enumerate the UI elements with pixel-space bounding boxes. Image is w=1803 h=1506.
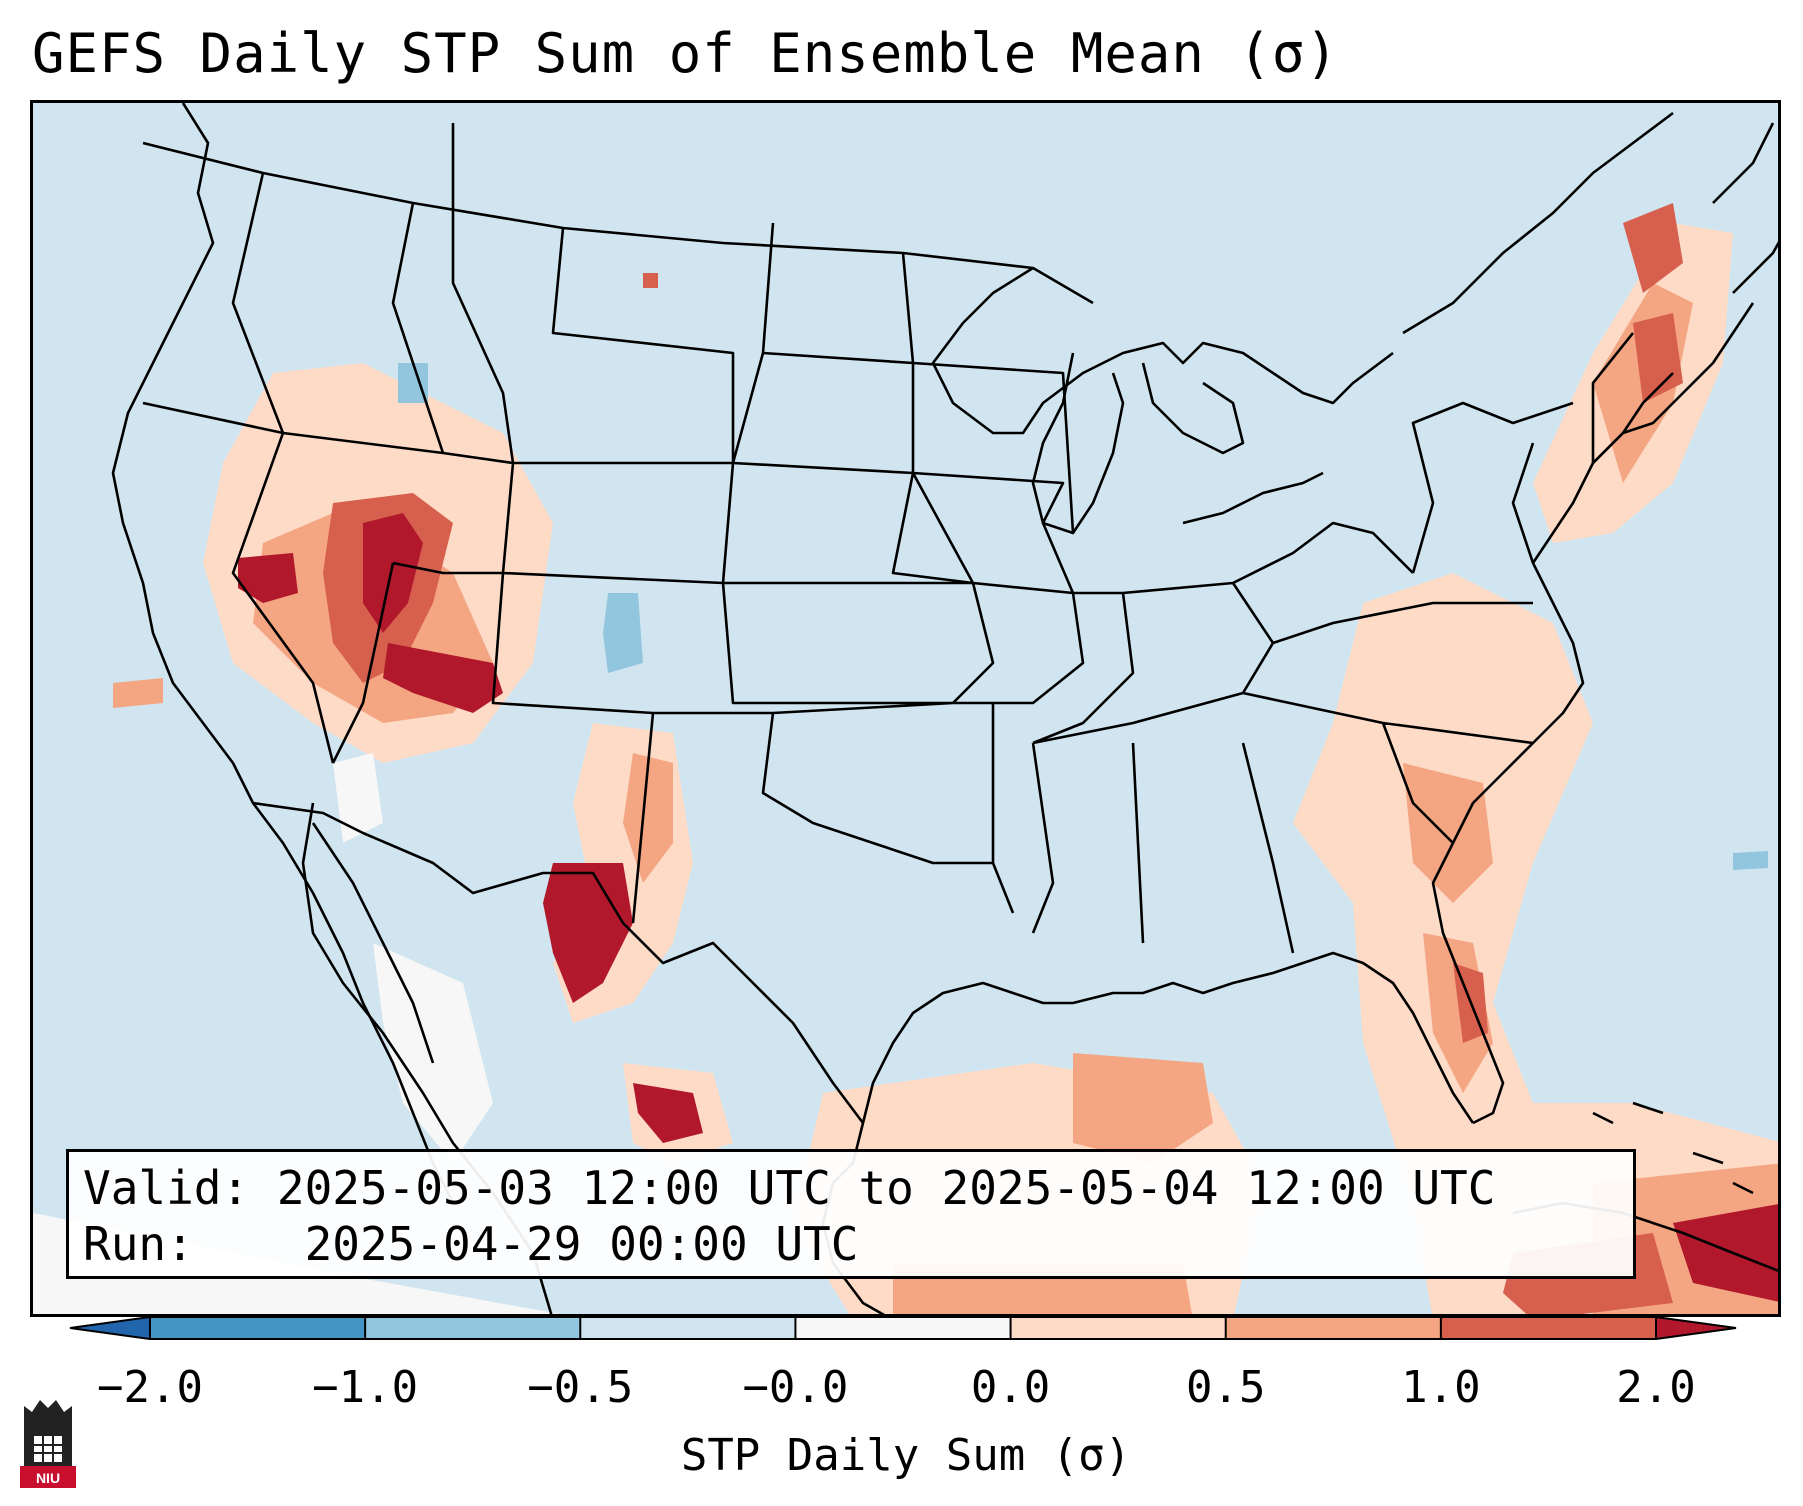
st-lawrence-coast [1402, 111, 1674, 335]
colorbar-tick-label: −2.0 [97, 1362, 203, 1413]
field-patch-colorado-negative [603, 593, 643, 673]
mexico-west-coastline [311, 822, 435, 1064]
niu-logo: NIU [20, 1400, 76, 1488]
field-patch-quebec-high [1633, 313, 1683, 403]
colorbar-label: STP Daily Sum (σ) [680, 1430, 1132, 1481]
field-patch-west-texas-max [543, 863, 633, 1003]
colorbar-segment [150, 1317, 366, 1339]
stp-field-layer [33, 203, 1778, 1314]
lake-michigan-outline [1031, 352, 1125, 535]
west-coastline [111, 103, 455, 1204]
colorbar [69, 1316, 1737, 1340]
field-patch-carolinas-mid [1403, 763, 1493, 903]
field-patch-montana-high [643, 273, 658, 288]
canada-border [142, 141, 1094, 305]
field-patch-pacific-mid [113, 678, 163, 708]
field-patch-mexico-near-zero [333, 753, 383, 843]
colorbar-tick-label: 1.0 [1401, 1362, 1481, 1413]
field-patch-pacific-near-zero [33, 1213, 560, 1314]
run-label: Run: [83, 1217, 194, 1271]
colorbar-segment [365, 1317, 581, 1339]
field-patch-utah-south-max [383, 643, 503, 713]
colorbar-segment [795, 1317, 1012, 1339]
valid-time-range: 2025-05-03 12:00 UTC to 2025-05-04 12:00… [276, 1161, 1496, 1215]
field-patch-south-texas-max [633, 1083, 703, 1143]
field-patch-idaho-negative [398, 363, 428, 403]
nova-scotia-coast [1712, 122, 1778, 294]
lake-erie-outline [1182, 471, 1324, 525]
field-patch-atlantic-light [1293, 573, 1778, 1314]
map-panel [30, 100, 1781, 1317]
colorbar-segment [580, 1317, 796, 1339]
east-coastline [1431, 372, 1674, 1125]
state-lines [142, 123, 1635, 954]
run-time: 2025-04-29 00:00 UTC [304, 1217, 859, 1271]
university-tower-icon [20, 1400, 76, 1488]
colorbar-segment [1010, 1317, 1227, 1339]
logo-text: NIU [36, 1470, 60, 1486]
us-mexico-border [252, 801, 865, 1124]
colorbar-tick-label: −1.0 [312, 1362, 419, 1413]
colorbar-outline [69, 1316, 1737, 1340]
field-patch-utah-max [363, 513, 423, 633]
field-patch-cuba-max [1673, 1204, 1778, 1302]
field-patch-new-mexico-mid [623, 753, 673, 883]
colorbar-tick-label: −0.5 [527, 1362, 634, 1413]
lake-huron-outline [1141, 362, 1245, 455]
great-lakes-outline [931, 266, 1394, 435]
bahamas-islands [1592, 1101, 1754, 1195]
gulf-coastline [832, 951, 1475, 1184]
colorbar-extend-low [70, 1317, 150, 1339]
boundaries-layer [111, 103, 1778, 1314]
colorbar-tick-label: −0.0 [742, 1362, 849, 1413]
validity-info-box: Valid: 2025-05-03 12:00 UTC to 2025-05-0… [66, 1149, 1636, 1279]
map-canvas [33, 103, 1778, 1314]
valid-label: Valid: [83, 1161, 250, 1215]
field-patch-gulf-mid [1073, 1053, 1213, 1163]
colorbar-tick-label: 2.0 [1616, 1362, 1696, 1413]
colorbar-tick-label: 0.0 [970, 1362, 1051, 1413]
field-patch-nevada-max [238, 553, 298, 603]
colorbar-segment [1440, 1317, 1657, 1339]
colorbar-segment [1225, 1317, 1442, 1339]
field-patch-maine-high [1623, 203, 1683, 293]
colorbar-tick-label: 0.5 [1185, 1362, 1266, 1413]
maine-coast [1592, 302, 1755, 464]
map-title: GEFS Daily STP Sum of Ensemble Mean (σ) [32, 22, 1339, 85]
field-patch-baja-near-zero [373, 943, 493, 1163]
field-patch-atlantic-negative [1733, 851, 1768, 870]
colorbar-extend-high [1656, 1317, 1736, 1339]
